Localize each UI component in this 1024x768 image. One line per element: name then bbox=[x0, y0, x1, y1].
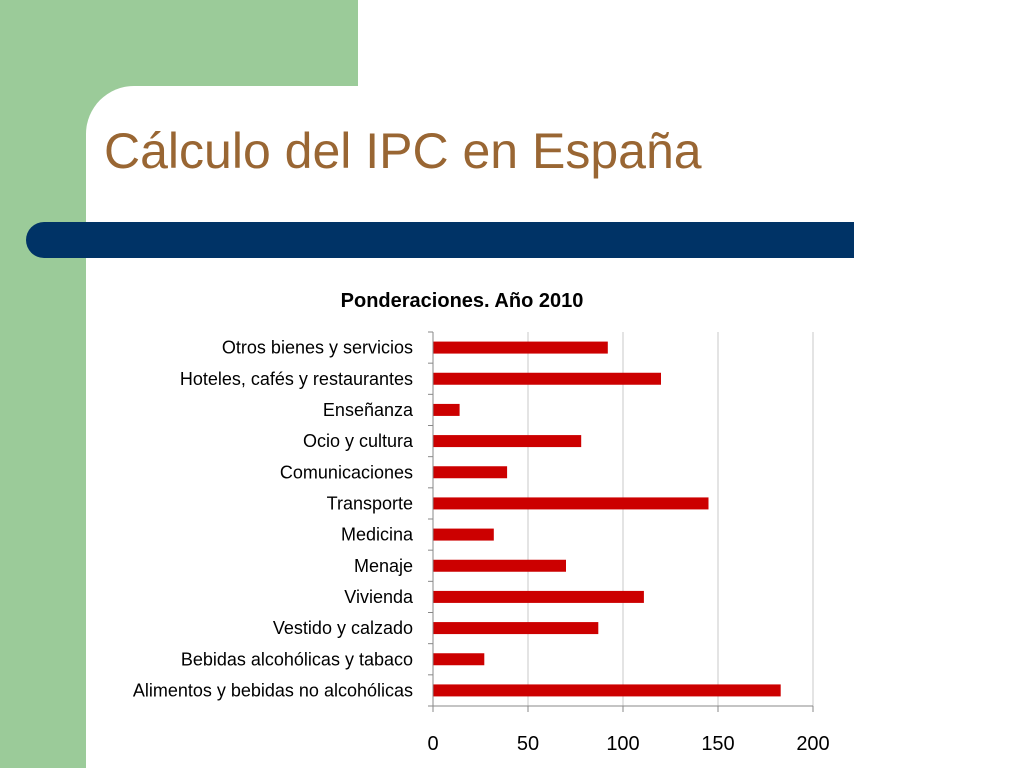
category-labels: Otros bienes y servicios Hoteles, cafés y… bbox=[133, 338, 414, 701]
category-label: Menaje bbox=[354, 556, 413, 576]
x-tick-label: 100 bbox=[606, 733, 639, 755]
chart-bars bbox=[433, 341, 781, 697]
chart-gridlines bbox=[527, 332, 814, 706]
x-tick-label: 50 bbox=[517, 733, 539, 755]
chart-title: Ponderaciones. Año 2010 bbox=[341, 290, 584, 312]
category-label: Vivienda bbox=[344, 587, 414, 607]
bar bbox=[433, 653, 485, 666]
bar bbox=[433, 341, 608, 354]
title-underline-bar bbox=[26, 222, 854, 258]
x-tick-label: 0 bbox=[427, 733, 438, 755]
category-label: Comunicaciones bbox=[280, 462, 413, 482]
category-label: Enseñanza bbox=[323, 400, 414, 420]
category-label: Transporte bbox=[327, 493, 413, 513]
category-label: Alimentos y bebidas no alcohólicas bbox=[133, 680, 413, 700]
category-label: Hoteles, cafés y restaurantes bbox=[180, 369, 413, 389]
bar bbox=[433, 466, 508, 479]
bar bbox=[433, 497, 709, 510]
bar bbox=[433, 590, 644, 603]
bar bbox=[433, 622, 599, 635]
x-tick-label: 150 bbox=[701, 733, 734, 755]
bar bbox=[433, 684, 781, 697]
category-label: Medicina bbox=[341, 525, 414, 545]
category-label: Vestido y calzado bbox=[273, 618, 413, 638]
chart-axes bbox=[428, 331, 814, 712]
bar bbox=[433, 528, 494, 541]
bar bbox=[433, 372, 661, 385]
x-tick-labels: 0 50 100 150 200 bbox=[427, 733, 829, 755]
slide-title: Cálculo del IPC en España bbox=[104, 123, 702, 179]
category-label: Ocio y cultura bbox=[303, 431, 414, 451]
category-label: Otros bienes y servicios bbox=[222, 338, 413, 358]
bar bbox=[433, 435, 582, 448]
category-label: Bebidas alcohólicas y tabaco bbox=[181, 649, 413, 669]
x-tick-label: 200 bbox=[796, 733, 829, 755]
bar bbox=[433, 403, 460, 416]
green-side-panel-top bbox=[0, 0, 358, 86]
green-side-panel bbox=[0, 86, 86, 768]
bar bbox=[433, 559, 566, 572]
